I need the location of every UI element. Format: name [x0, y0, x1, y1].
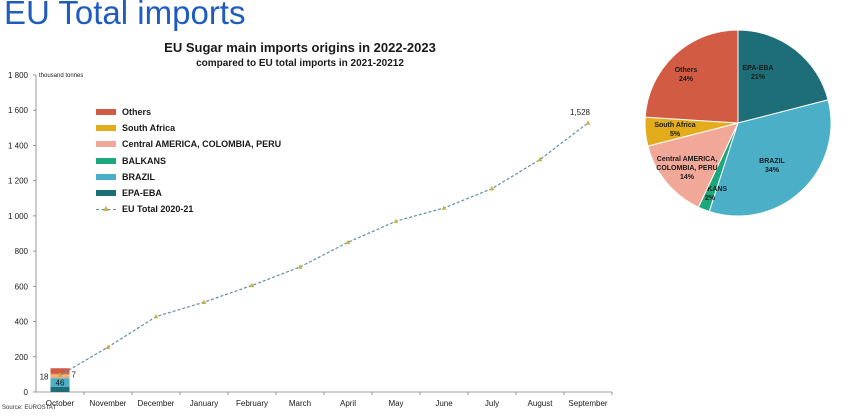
legend-swatch — [96, 141, 116, 148]
data-label-total: 1,528 — [570, 108, 591, 117]
pie-slice-pct: 5% — [670, 131, 681, 138]
pie-slice-name: EPA-EBA — [743, 65, 774, 72]
pie-chart: EPA-EBA 21% BRAZIL 34% BALKANS 2% Central AMER… — [644, 29, 832, 217]
legend-label: BRAZIL — [122, 171, 155, 182]
legend-swatch — [96, 157, 116, 164]
legend-swatch — [96, 109, 116, 116]
data-point — [585, 120, 591, 125]
chart-subtitle: compared to EU total imports in 2021-202… — [196, 58, 404, 69]
pie-slice-pct: 24% — [679, 76, 694, 83]
source-note: Source: EUROSTAT — [2, 405, 57, 411]
legend-swatch — [96, 173, 116, 180]
x-tick-label: July — [485, 399, 499, 408]
data-point — [489, 185, 495, 191]
series-line-eu-total — [59, 122, 589, 376]
data-point — [57, 372, 63, 378]
legend-label: South Africa — [122, 123, 176, 134]
y-axis-label: thousand tonnes — [39, 73, 83, 79]
legend-swatch — [96, 125, 116, 132]
y-tick-label: 1 600 — [8, 106, 29, 115]
x-tick-label: August — [528, 399, 554, 408]
bar-segment-balkans — [50, 378, 70, 379]
data-point — [441, 205, 447, 210]
x-tick-label: November — [90, 399, 127, 408]
y-tick-label: 1 400 — [8, 141, 29, 150]
pie-slice-name: BRAZIL — [759, 158, 785, 165]
legend-item: BALKANS — [96, 153, 281, 169]
pie-slice-brazil — [708, 99, 832, 217]
y-tick-label: 1 000 — [8, 212, 29, 221]
legend-swatch — [96, 190, 116, 197]
chart-legend: Others South Africa Central AMERICA, COLOM… — [96, 104, 281, 217]
legend-label: BALKANS — [122, 155, 166, 166]
pie-slice-pct: 34% — [765, 167, 780, 174]
pie-slice-pct: 14% — [680, 174, 695, 181]
pie-slice-central-america-colombia-peru — [647, 122, 739, 208]
bar-segment-brazil — [50, 378, 70, 387]
y-tick-label: 600 — [15, 282, 29, 291]
pie-slice-pct: 21% — [751, 74, 766, 81]
x-tick-label: September — [568, 399, 607, 408]
y-tick-label: 400 — [15, 318, 29, 327]
pie-slice-name: South Africa — [654, 122, 695, 129]
legend-label: EPA-EBA — [122, 188, 162, 199]
y-tick-label: 800 — [15, 247, 29, 256]
legend-item: Others — [96, 104, 281, 120]
y-tick-label: 0 — [24, 388, 29, 397]
pie-slice-name: Central AMERICA, COLOMBIA, PERU — [656, 156, 717, 172]
y-tick-label: 1 800 — [8, 71, 29, 80]
legend-label: Central AMERICA, COLOMBIA, PERU — [122, 139, 282, 150]
data-point — [201, 299, 207, 304]
x-tick-label: June — [435, 399, 453, 408]
data-point — [153, 314, 159, 319]
x-tick-label: December — [138, 399, 175, 408]
data-point — [537, 156, 543, 162]
legend-item: EU Total 2020-21 — [96, 201, 281, 217]
legend-item: EPA-EBA — [96, 185, 281, 201]
bar-data-label: 7 — [72, 370, 77, 379]
bar-data-label: 46 — [56, 379, 65, 388]
x-tick-label: January — [190, 399, 218, 408]
data-point — [105, 344, 111, 349]
data-point — [249, 282, 255, 288]
page-title: EU Total imports — [4, 0, 246, 31]
pie-slice-name: BALKANS — [693, 186, 728, 193]
y-tick-label: 1 200 — [8, 177, 29, 186]
legend-item: BRAZIL — [96, 169, 281, 185]
bar-segment-others — [50, 368, 70, 374]
data-point — [393, 218, 399, 223]
legend-label: Others — [122, 107, 152, 118]
legend-label: EU Total 2020-21 — [122, 204, 194, 215]
x-tick-label: February — [236, 399, 268, 408]
pie-slice-pct: 2% — [705, 195, 716, 202]
x-tick-label: April — [340, 399, 356, 408]
pie-slice-epa-eba — [737, 29, 829, 124]
pie-slice-others — [644, 29, 739, 124]
bar-data-label: 18 — [40, 373, 49, 382]
bar-segment-epa-eba — [50, 386, 70, 392]
data-point — [297, 264, 303, 269]
data-point — [345, 239, 351, 245]
pie-slice-name: Others — [675, 67, 698, 74]
x-tick-label: October — [46, 399, 75, 408]
y-tick-label: 200 — [15, 353, 29, 362]
legend-line-swatch — [96, 206, 116, 212]
x-tick-label: March — [289, 399, 311, 408]
chart-title: EU Sugar main imports origins in 2022-20… — [164, 40, 436, 55]
x-tick-label: May — [388, 399, 403, 408]
legend-item: Central AMERICA, COLOMBIA, PERU — [96, 136, 281, 152]
legend-item: South Africa — [96, 120, 281, 136]
